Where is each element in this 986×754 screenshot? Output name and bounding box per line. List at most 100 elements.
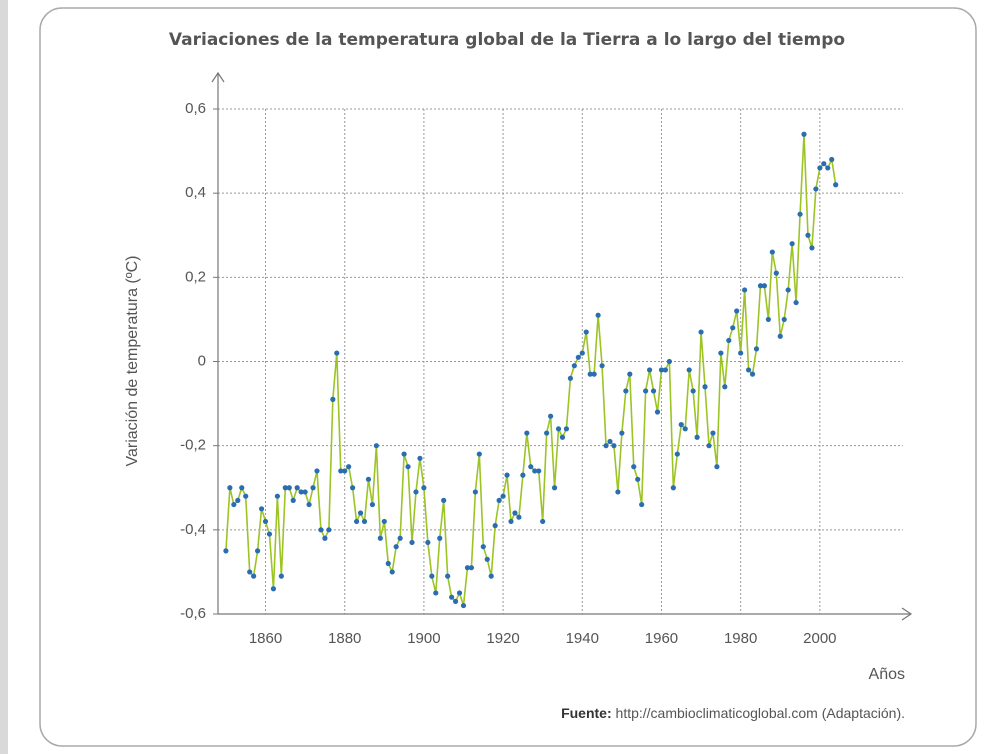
data-point	[353, 518, 360, 525]
y-tick-label: 0,6	[185, 100, 206, 117]
data-point	[298, 489, 304, 495]
data-point	[282, 485, 288, 491]
data-point	[722, 384, 728, 390]
data-point	[472, 489, 478, 495]
data-point	[627, 371, 633, 377]
data-point	[654, 409, 661, 415]
data-point	[599, 363, 605, 369]
data-point	[437, 535, 443, 541]
data-point	[377, 535, 383, 541]
data-point	[809, 245, 815, 251]
data-point	[555, 426, 562, 432]
data-point	[551, 485, 558, 491]
data-point	[532, 468, 538, 474]
data-point	[690, 388, 696, 394]
data-point	[583, 329, 589, 335]
data-point	[631, 464, 637, 470]
data-point	[726, 337, 732, 344]
data-point	[441, 497, 447, 503]
data-point	[492, 523, 498, 529]
data-point	[389, 569, 395, 575]
data-point	[769, 249, 775, 255]
data-point	[445, 573, 451, 579]
data-point	[587, 371, 593, 377]
x-tick-label: 1900	[407, 630, 440, 647]
data-point	[749, 371, 756, 377]
source-label: Fuente:	[561, 705, 612, 721]
data-point	[484, 556, 490, 562]
data-point	[801, 131, 807, 137]
data-point	[409, 539, 415, 546]
data-point	[512, 510, 518, 516]
data-point	[294, 485, 300, 491]
data-point	[817, 165, 823, 171]
grid	[218, 108, 903, 615]
data-point	[730, 325, 736, 331]
data-point	[254, 548, 261, 554]
data-point	[369, 501, 376, 508]
chart-title: Variaciones de la temperatura global de …	[169, 30, 845, 50]
data-point	[480, 544, 486, 550]
data-point	[397, 535, 403, 541]
data-point	[334, 350, 340, 356]
data-point	[781, 316, 787, 323]
data-point	[314, 468, 320, 474]
x-axis-arrow	[901, 607, 913, 621]
data-point	[346, 464, 352, 470]
data-point	[266, 531, 273, 537]
x-tick-label: 1860	[249, 630, 282, 647]
data-point	[662, 367, 669, 373]
data-point	[650, 388, 657, 394]
data-point	[714, 464, 720, 470]
x-tick-label: 2000	[803, 630, 836, 647]
data-point	[504, 472, 510, 478]
data-point	[718, 350, 724, 356]
data-point	[670, 485, 676, 491]
data-point	[456, 590, 463, 596]
data-point	[615, 489, 621, 495]
data-point	[227, 485, 233, 491]
data-point	[401, 451, 407, 457]
data-point	[821, 161, 827, 167]
data-point	[413, 489, 419, 495]
data-point	[761, 283, 768, 289]
data-point	[310, 485, 316, 491]
data-point	[559, 434, 566, 440]
data-point	[646, 367, 653, 373]
data-point	[270, 586, 277, 592]
data-point	[658, 367, 665, 373]
data-point	[302, 489, 308, 495]
data-point	[500, 493, 506, 499]
data-point	[805, 232, 811, 238]
data-point	[591, 371, 597, 377]
data-point	[813, 186, 819, 192]
data-point	[829, 156, 835, 163]
data-point	[738, 350, 744, 356]
data-point	[575, 354, 581, 360]
data-point	[468, 565, 475, 571]
data-point	[342, 468, 348, 474]
data-point	[235, 497, 241, 503]
data-point	[571, 363, 577, 369]
data-point	[702, 384, 708, 390]
data-point	[603, 443, 609, 449]
y-tick-label: -0,2	[180, 437, 206, 454]
data-point	[544, 430, 550, 436]
data-point	[239, 485, 245, 491]
data-point	[706, 443, 712, 449]
data-point	[639, 501, 645, 508]
data-point	[607, 438, 613, 445]
data-point	[528, 464, 534, 470]
data-point	[785, 287, 791, 293]
data-point	[393, 544, 399, 550]
data-point	[789, 241, 795, 247]
data-point	[476, 451, 482, 457]
data-point	[710, 430, 716, 436]
y-tick-label: 0	[198, 352, 206, 369]
y-tick-label: -0,4	[180, 521, 206, 538]
x-tick-label: 1980	[724, 630, 757, 647]
data-point	[262, 518, 269, 525]
y-tick-label: -0,6	[180, 605, 206, 622]
data-point	[405, 464, 411, 470]
data-point	[540, 518, 546, 525]
